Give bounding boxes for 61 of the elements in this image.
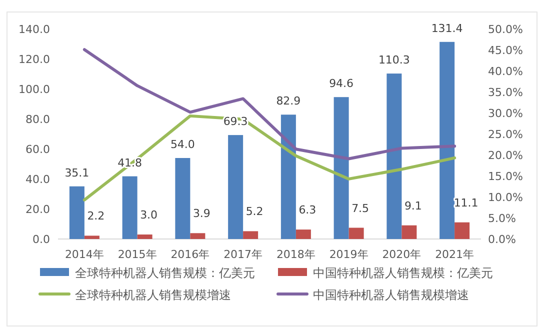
bar (280, 114, 296, 239)
x-tick-label: 2014年 (64, 248, 104, 261)
x-tick-label: 2019年 (329, 248, 368, 261)
y-tick-label: 20.0 (26, 203, 50, 216)
y-tick-label: 140.0 (18, 23, 50, 36)
bar (69, 186, 84, 239)
bar (348, 228, 364, 239)
legend-label: 全球特种机器人销售规模：亿美元 (75, 266, 255, 280)
data-label: 35.1 (64, 166, 90, 180)
y2-tick-label: 25.0% (488, 128, 523, 141)
bar (386, 74, 402, 239)
y2-tick-label: 15.0% (488, 170, 523, 183)
y2-tick-label: 20.0% (488, 149, 523, 162)
data-label: 54.0 (170, 138, 195, 151)
data-label: 11.1 (454, 196, 478, 210)
bar (402, 225, 417, 239)
legend-label: 中国特种机器人销售规模增速 (313, 288, 469, 302)
y2-tick-label: 10.0% (488, 191, 523, 204)
bar (122, 176, 138, 239)
bar (84, 236, 100, 239)
y2-tick-label: 35.0% (488, 86, 523, 99)
data-label: 3.9 (192, 207, 210, 220)
y-tick-label: 120.0 (18, 53, 50, 66)
legend-label: 全球特种机器人销售规模增速 (75, 288, 231, 302)
bar (334, 97, 349, 239)
data-label: 7.5 (352, 202, 370, 215)
bar (243, 231, 258, 239)
x-tick-label: 2020年 (382, 248, 422, 261)
x-tick-label: 2017年 (224, 248, 263, 261)
y2-tick-label: 45.0% (488, 44, 523, 57)
y-tick-label: 0.0 (32, 233, 50, 246)
y2-tick-label: 5.0% (488, 212, 516, 225)
y2-tick-label: 0.0% (488, 233, 516, 246)
legend-label: 中国特种机器人销售规模：亿美元 (313, 266, 493, 280)
x-tick-label: 2021年 (435, 248, 474, 261)
x-tick-label: 2018年 (276, 248, 316, 261)
bar (175, 158, 190, 239)
data-label: 6.3 (298, 204, 316, 217)
y2-tick-label: 50.0% (488, 23, 523, 36)
y-tick-label: 80.0 (26, 113, 50, 126)
data-label: 94.6 (329, 77, 354, 90)
y-tick-label: 60.0 (26, 143, 50, 156)
bar (190, 233, 206, 239)
bar (296, 230, 311, 239)
y2-tick-label: 40.0% (488, 65, 523, 78)
x-tick-label: 2015年 (118, 248, 157, 261)
bar (137, 234, 152, 239)
x-tick-label: 2016年 (170, 248, 210, 261)
y-tick-label: 40.0 (26, 173, 50, 186)
bar (440, 42, 455, 239)
data-label: 131.4 (431, 22, 463, 35)
data-label: 2.2 (87, 210, 105, 223)
bar (228, 135, 244, 239)
data-label: 5.2 (246, 205, 264, 218)
y2-tick-label: 30.0% (488, 107, 523, 120)
data-label: 9.1 (404, 199, 422, 212)
data-label: 82.9 (276, 94, 301, 108)
data-label: 3.0 (140, 208, 158, 222)
data-label: 110.3 (378, 54, 410, 67)
bar (454, 222, 470, 239)
y-tick-label: 100.0 (18, 83, 50, 96)
